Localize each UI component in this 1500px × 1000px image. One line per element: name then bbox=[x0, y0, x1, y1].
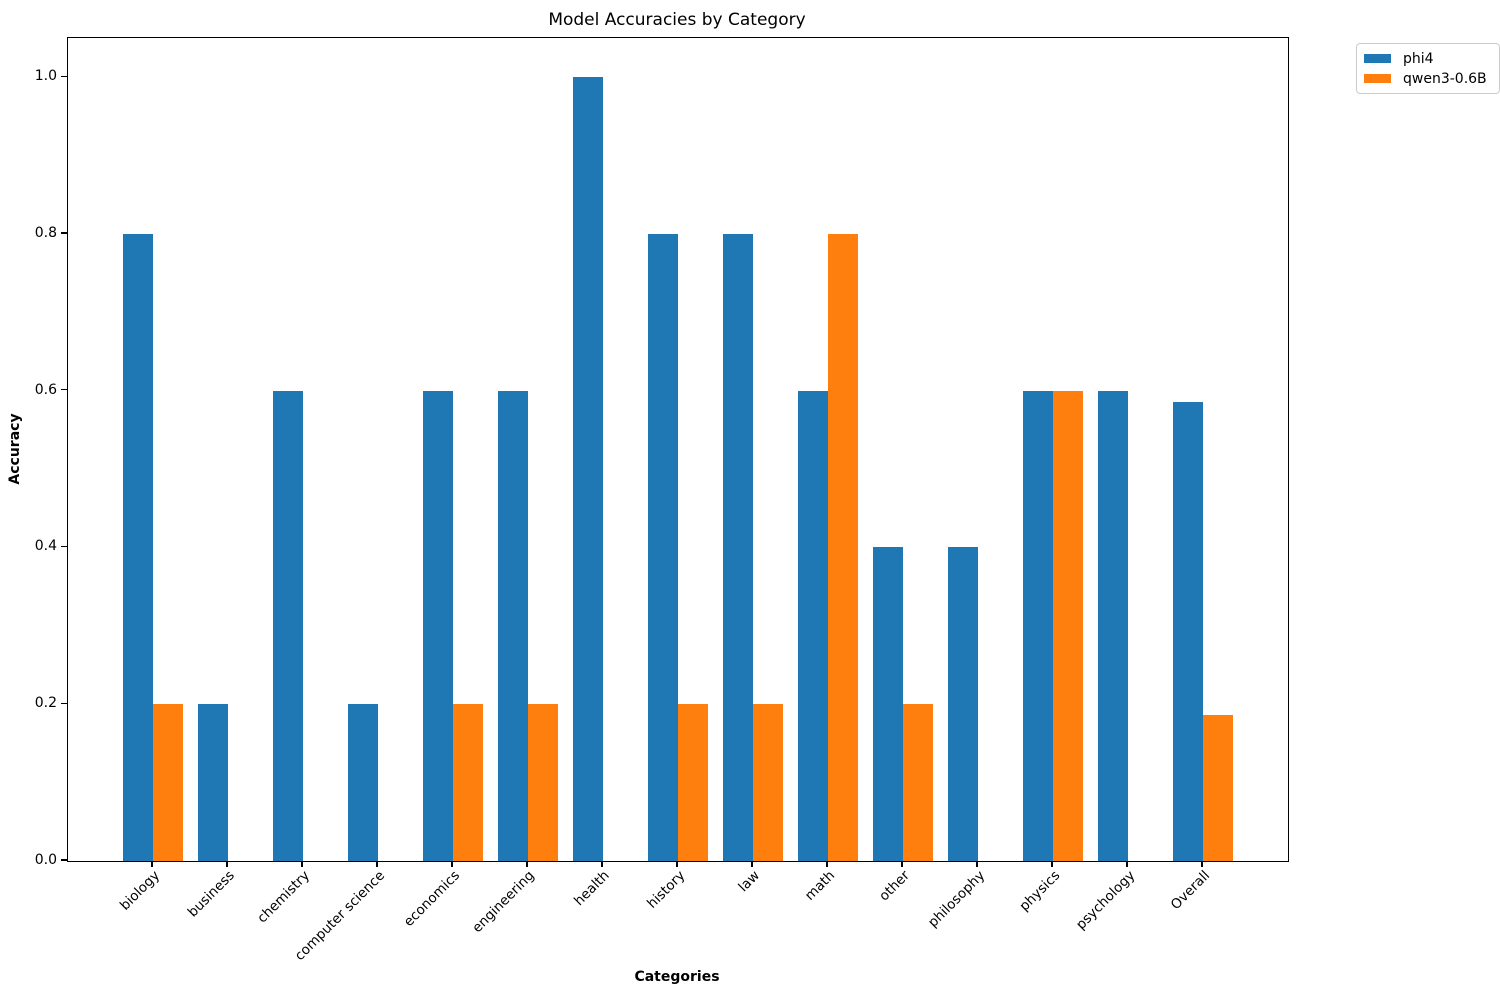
x-tick-label-engineering: engineering bbox=[469, 867, 538, 937]
bar-qwen3-0-6b-math bbox=[828, 233, 858, 861]
x-tick-mark bbox=[526, 861, 528, 867]
x-tick-mark bbox=[826, 861, 828, 867]
bar-phi4-engineering bbox=[498, 390, 528, 861]
x-tick-label-economics: economics bbox=[400, 867, 463, 930]
bar-qwen3-0-6b-biology bbox=[153, 704, 183, 861]
x-tick-mark bbox=[151, 861, 153, 867]
x-tick-mark bbox=[1051, 861, 1053, 867]
y-tick-label: 0.2 bbox=[34, 695, 57, 712]
x-tick-mark bbox=[301, 861, 303, 867]
y-tick-mark bbox=[61, 545, 67, 548]
bar-phi4-math bbox=[798, 390, 828, 861]
plot-area bbox=[67, 37, 1289, 862]
y-tick-mark bbox=[61, 702, 67, 704]
legend-label-qwen3-0-6b: qwen3-0.6B bbox=[1403, 70, 1487, 87]
chart-title: Model Accuracies by Category bbox=[548, 10, 806, 30]
x-tick-label-math: math bbox=[801, 867, 838, 904]
bar-qwen3-0-6b-other bbox=[903, 704, 933, 861]
y-tick-mark bbox=[61, 75, 67, 77]
legend-item-phi4: phi4 bbox=[1364, 51, 1487, 66]
legend-item-qwen3-0-6b: qwen3-0.6B bbox=[1364, 71, 1487, 86]
x-tick-label-history: history bbox=[643, 867, 688, 912]
bar-phi4-chemistry bbox=[273, 390, 303, 861]
bar-qwen3-0-6b-overall bbox=[1203, 715, 1233, 861]
bar-qwen3-0-6b-economics bbox=[453, 704, 483, 861]
bar-phi4-computer-science bbox=[348, 704, 378, 861]
legend-label-phi4: phi4 bbox=[1403, 50, 1434, 67]
x-tick-label-law: law bbox=[735, 867, 763, 896]
x-tick-label-other: other bbox=[876, 867, 913, 905]
bar-phi4-other bbox=[873, 547, 903, 861]
bar-phi4-economics bbox=[423, 390, 453, 861]
legend: phi4 qwen3-0.6B bbox=[1356, 43, 1500, 94]
x-tick-mark bbox=[751, 861, 753, 867]
y-tick-label: 1.0 bbox=[34, 68, 57, 85]
y-tick-mark bbox=[61, 389, 67, 391]
bar-qwen3-0-6b-history bbox=[678, 704, 708, 861]
y-tick-label: 0.4 bbox=[34, 538, 57, 555]
x-tick-mark bbox=[451, 861, 453, 867]
x-tick-mark bbox=[901, 861, 903, 867]
x-tick-mark bbox=[976, 861, 978, 867]
bar-qwen3-0-6b-engineering bbox=[528, 704, 558, 861]
y-tick-label: 0.6 bbox=[34, 381, 57, 398]
x-tick-mark bbox=[1126, 861, 1128, 867]
x-tick-label-chemistry: chemistry bbox=[254, 867, 313, 927]
legend-swatch-qwen3-0-6b bbox=[1364, 74, 1391, 83]
x-tick-mark bbox=[601, 861, 603, 867]
legend-swatch-phi4 bbox=[1364, 54, 1391, 63]
y-tick-label: 0.0 bbox=[34, 852, 57, 868]
x-tick-label-business: business bbox=[184, 867, 238, 921]
x-tick-label-physics: physics bbox=[1015, 867, 1063, 915]
x-tick-mark bbox=[676, 861, 678, 867]
x-tick-mark bbox=[376, 861, 378, 867]
bar-phi4-law bbox=[723, 233, 753, 861]
x-tick-label-overall: Overall bbox=[1167, 867, 1213, 914]
x-axis-label: Categories bbox=[634, 969, 720, 985]
bar-phi4-business bbox=[198, 704, 228, 861]
y-tick-mark bbox=[61, 859, 67, 861]
bar-phi4-philosophy bbox=[948, 547, 978, 861]
y-tick-label: 0.8 bbox=[34, 224, 57, 241]
bar-phi4-psychology bbox=[1098, 390, 1128, 861]
bar-phi4-history bbox=[648, 233, 678, 861]
bars-layer bbox=[68, 38, 1288, 861]
x-tick-label-biology: biology bbox=[116, 867, 163, 914]
bar-phi4-overall bbox=[1173, 401, 1203, 861]
y-tick-mark bbox=[61, 232, 67, 234]
bar-qwen3-0-6b-physics bbox=[1053, 390, 1083, 861]
x-tick-label-psychology: psychology bbox=[1072, 867, 1138, 933]
x-tick-label-philosophy: philosophy bbox=[924, 867, 988, 931]
x-tick-label-health: health bbox=[571, 867, 613, 910]
x-tick-mark bbox=[226, 861, 228, 867]
bar-phi4-health bbox=[573, 77, 603, 861]
bar-phi4-physics bbox=[1023, 390, 1053, 861]
bar-qwen3-0-6b-law bbox=[753, 704, 783, 861]
bar-phi4-biology bbox=[123, 233, 153, 861]
x-tick-mark bbox=[1201, 861, 1203, 867]
y-axis-label: Accuracy bbox=[7, 413, 23, 485]
